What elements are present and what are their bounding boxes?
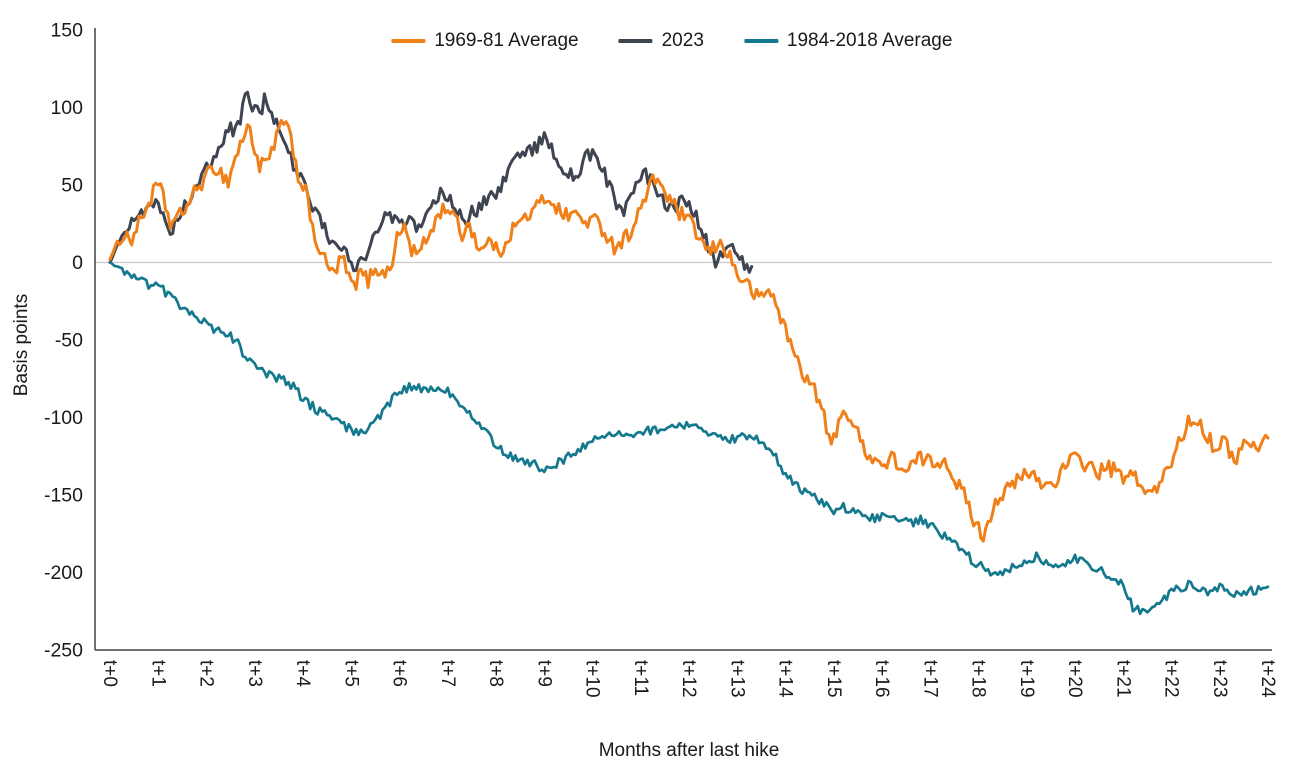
x-tick-label: t+19 xyxy=(1016,660,1037,698)
x-tick-label: t+23 xyxy=(1209,660,1230,698)
x-tick-label: t+2 xyxy=(196,660,217,687)
y-tick-label: 50 xyxy=(61,175,83,197)
legend: 1969-81 Average 2023 1984-2018 Average xyxy=(391,30,952,52)
x-tick-label: t+16 xyxy=(871,660,892,698)
y-tick-label: 0 xyxy=(72,252,83,274)
x-tick-label: t+0 xyxy=(99,660,120,687)
x-tick-label: t+7 xyxy=(437,660,458,687)
legend-swatch-1984-2018-average xyxy=(743,39,778,43)
x-tick-label: t+4 xyxy=(292,660,313,687)
legend-label-1984-2018-average: 1984-2018 Average xyxy=(786,30,953,51)
y-tick-label: 100 xyxy=(50,97,83,119)
x-tick-label: t+10 xyxy=(582,660,603,698)
x-axis-title: Months after last hike xyxy=(598,740,780,761)
series-line-2023 xyxy=(108,90,754,274)
series-line-1969-81-average xyxy=(108,118,1270,543)
x-tick-label: t+1 xyxy=(147,660,168,687)
x-tick-label: t+9 xyxy=(533,660,554,687)
x-tick-label: t+21 xyxy=(1112,660,1133,698)
y-tick-label: -100 xyxy=(44,407,83,429)
x-tick-label: t+24 xyxy=(1257,660,1278,698)
x-tick-label: t+17 xyxy=(919,660,940,698)
y-tick-label: -200 xyxy=(44,562,83,584)
x-tick-label: t+13 xyxy=(726,660,747,698)
x-tick-label: t+12 xyxy=(678,660,699,698)
legend-label-1969-81-average: 1969-81 Average xyxy=(434,30,579,51)
y-tick-label: -250 xyxy=(44,640,83,662)
x-tick-label: t+20 xyxy=(1064,660,1085,698)
legend-item-1984-2018-average: 1984-2018 Average xyxy=(743,30,953,52)
x-tick-label: t+22 xyxy=(1161,660,1182,698)
y-tick-label: -50 xyxy=(55,330,83,352)
y-tick-label: 150 xyxy=(50,20,83,42)
legend-item-2023: 2023 xyxy=(618,30,704,52)
legend-label-2023: 2023 xyxy=(661,30,704,51)
legend-swatch-2023 xyxy=(618,39,653,43)
x-tick-label: t+8 xyxy=(485,660,506,687)
y-axis-title: Basis points xyxy=(11,293,32,397)
x-tick-label: t+3 xyxy=(244,660,265,687)
series-line-1984-2018-average xyxy=(108,261,1270,616)
x-tick-label: t+18 xyxy=(968,660,989,698)
legend-swatch-1969-81-average xyxy=(391,39,426,43)
legend-item-1969-81-average: 1969-81 Average xyxy=(391,30,579,52)
y-tick-label: -150 xyxy=(44,485,83,507)
x-tick-label: t+14 xyxy=(775,660,796,698)
x-tick-label: t+5 xyxy=(340,660,361,687)
x-tick-label: t+6 xyxy=(389,660,410,687)
x-tick-label: t+15 xyxy=(823,660,844,698)
x-tick-label: t+11 xyxy=(630,660,651,696)
